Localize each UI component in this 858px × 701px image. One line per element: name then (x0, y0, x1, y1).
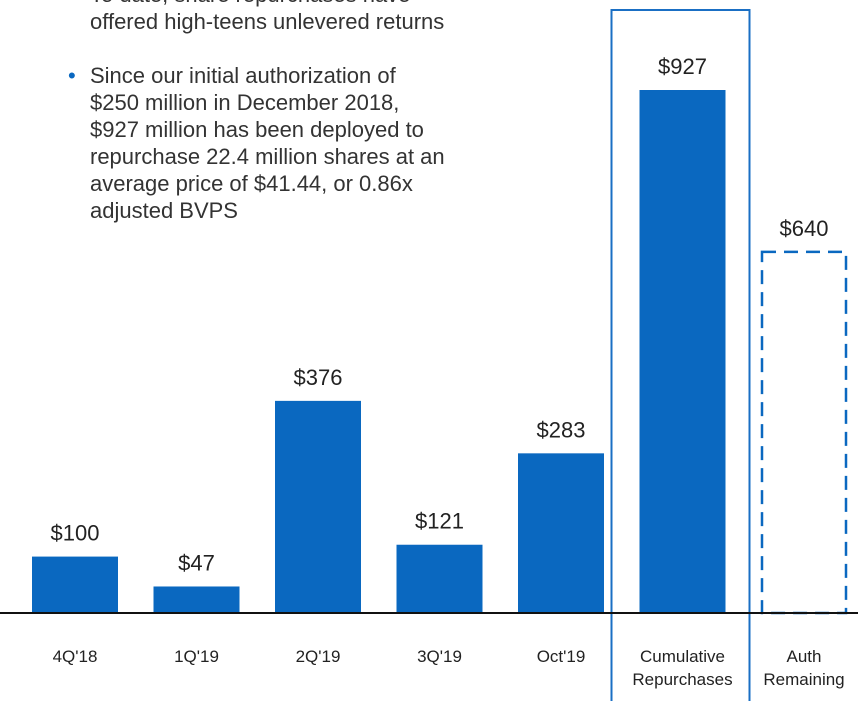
bullet-line: offered high-teens unlevered returns (90, 9, 445, 34)
bar (760, 250, 848, 615)
bullet-line: Since our initial authorization of (90, 63, 396, 88)
data-label: $640 (780, 216, 829, 241)
bullet-line: adjusted BVPS (90, 198, 238, 223)
bar (153, 586, 240, 613)
bullet-line: repurchase 22.4 million shares at an (90, 144, 445, 169)
bar (275, 400, 361, 613)
bar (518, 453, 604, 613)
x-tick-label: 3Q'19 (417, 647, 462, 666)
x-tick-label: Cumulative Repurchases (632, 647, 733, 689)
x-tick-label: Auth Remaining (763, 647, 845, 689)
x-tick-label: 1Q'19 (174, 647, 219, 666)
bullet-line: To date, share repurchases have (90, 0, 444, 8)
x-tick-label: Oct'19 (536, 647, 586, 666)
x-tick-label: 4Q'18 (52, 647, 98, 666)
data-label: $376 (294, 365, 343, 390)
bullet-line: average price of $41.44, or 0.86x (90, 171, 413, 196)
bullet: • Since our initial authorization of $250 … (68, 62, 445, 224)
bar (396, 544, 483, 613)
data-label: $47 (178, 550, 215, 575)
bullet-line: $250 million in December 2018, (90, 90, 400, 115)
data-label: $100 (51, 521, 100, 546)
data-label: $283 (537, 417, 586, 442)
bullet: To date, share repurchases haveoffered h… (90, 0, 444, 35)
bullet-line: $927 million has been deployed to (90, 117, 424, 142)
bar (32, 556, 118, 613)
bar (639, 90, 726, 613)
highlight-box (610, 9, 751, 701)
data-label: $927 (658, 54, 707, 79)
x-tick-label: 2Q'19 (295, 647, 341, 666)
bullet-dot: • (68, 63, 76, 88)
data-label: $121 (415, 509, 464, 534)
